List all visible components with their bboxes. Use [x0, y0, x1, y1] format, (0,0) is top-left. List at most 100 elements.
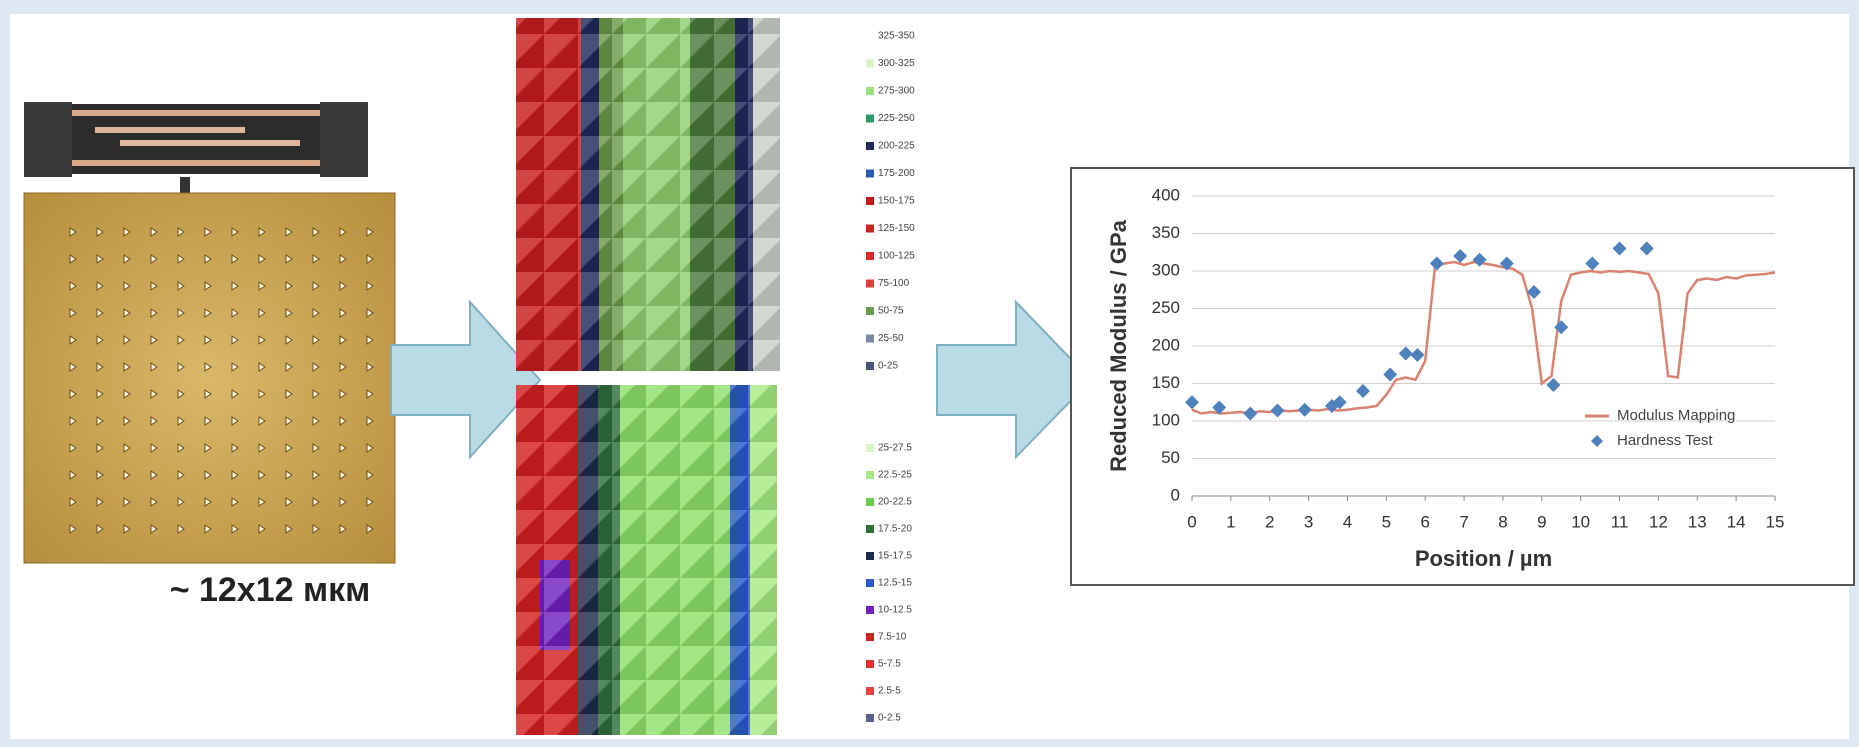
- legend-swatch: [866, 334, 874, 343]
- indent: [69, 281, 77, 291]
- indent: [312, 227, 320, 237]
- x-tick-label: 3: [1304, 512, 1313, 531]
- indent: [339, 443, 347, 453]
- indent: [339, 497, 347, 507]
- legend-swatch: [866, 59, 874, 68]
- indent: [96, 416, 104, 426]
- indent: [366, 416, 374, 426]
- indent: [258, 470, 266, 480]
- legend-label: 150-175: [878, 196, 915, 207]
- legend-label: 175-200: [878, 168, 915, 179]
- indent: [96, 335, 104, 345]
- caption: ~ 12x12 мкм: [170, 571, 371, 609]
- x-tick-label: 1: [1226, 512, 1235, 531]
- indent: [339, 254, 347, 264]
- indent: [312, 470, 320, 480]
- indent: [204, 389, 212, 399]
- indent: [204, 227, 212, 237]
- indent: [231, 389, 239, 399]
- indent: [312, 254, 320, 264]
- indent: [204, 443, 212, 453]
- legend-key: [1591, 435, 1603, 447]
- indent: [96, 227, 104, 237]
- indent: [177, 497, 185, 507]
- indent: [312, 281, 320, 291]
- indent: [366, 308, 374, 318]
- indent: [312, 524, 320, 534]
- indent: [177, 389, 185, 399]
- x-tick-label: 5: [1382, 512, 1391, 531]
- x-tick-label: 10: [1571, 512, 1590, 531]
- indent: [150, 416, 158, 426]
- indent: [177, 416, 185, 426]
- x-tick-label: 14: [1727, 512, 1746, 531]
- indent: [231, 443, 239, 453]
- indent: [69, 443, 77, 453]
- indent: [366, 335, 374, 345]
- data-point: [1639, 241, 1654, 256]
- indent: [312, 497, 320, 507]
- data-point: [1185, 395, 1199, 410]
- indent: [258, 497, 266, 507]
- legend-label: 325-350: [878, 31, 915, 42]
- indent: [285, 254, 293, 264]
- indent: [366, 497, 374, 507]
- indent: [150, 254, 158, 264]
- legend-swatch: [866, 87, 874, 95]
- legend-swatch: [866, 307, 874, 315]
- indent: [339, 308, 347, 318]
- indent: [123, 362, 131, 372]
- legend-label: 0-25: [878, 361, 898, 372]
- hardness-map: [516, 385, 777, 735]
- data-point: [1398, 346, 1413, 361]
- indent: [312, 443, 320, 453]
- legend-label: 15-17.5: [878, 551, 912, 562]
- indent: [150, 227, 158, 237]
- x-tick-label: 13: [1688, 512, 1707, 531]
- legend-label: 20-22.5: [878, 497, 912, 508]
- legend-swatch: [866, 279, 874, 288]
- indent: [96, 470, 104, 480]
- legend-label: 7.5-10: [878, 632, 907, 643]
- indent: [96, 281, 104, 291]
- indent: [96, 497, 104, 507]
- indent: [177, 227, 185, 237]
- indent: [312, 389, 320, 399]
- y-tick-label: 150: [1152, 373, 1180, 392]
- indent: [69, 389, 77, 399]
- indent: [366, 389, 374, 399]
- indent: [177, 524, 185, 534]
- indent: [285, 470, 293, 480]
- x-axis-title: Position / µm: [1415, 546, 1552, 571]
- indent: [69, 254, 77, 264]
- legend-swatch: [866, 606, 874, 614]
- indent: [96, 254, 104, 264]
- indent: [285, 227, 293, 237]
- indent: [231, 470, 239, 480]
- indent: [339, 281, 347, 291]
- indent: [285, 497, 293, 507]
- data-point: [1546, 378, 1561, 392]
- indent: [285, 335, 293, 345]
- legend-swatch: [866, 687, 874, 695]
- y-tick-label: 350: [1152, 223, 1180, 242]
- indent: [123, 281, 131, 291]
- indent: [123, 443, 131, 453]
- indent: [231, 281, 239, 291]
- legend-label: 2.5-5: [878, 686, 901, 697]
- indent: [177, 470, 185, 480]
- data-point: [1429, 256, 1444, 271]
- data-point: [1212, 400, 1227, 415]
- indent: [123, 470, 131, 480]
- data-point: [1297, 402, 1312, 417]
- indent: [204, 416, 212, 426]
- data-point: [1554, 320, 1569, 335]
- indent: [258, 335, 266, 345]
- indent: [258, 524, 266, 534]
- data-point: [1527, 285, 1542, 299]
- legend-label: 225-250: [878, 113, 915, 124]
- x-tick-label: 4: [1343, 512, 1352, 531]
- legend-label: 200-225: [878, 141, 915, 152]
- data-point: [1585, 256, 1600, 271]
